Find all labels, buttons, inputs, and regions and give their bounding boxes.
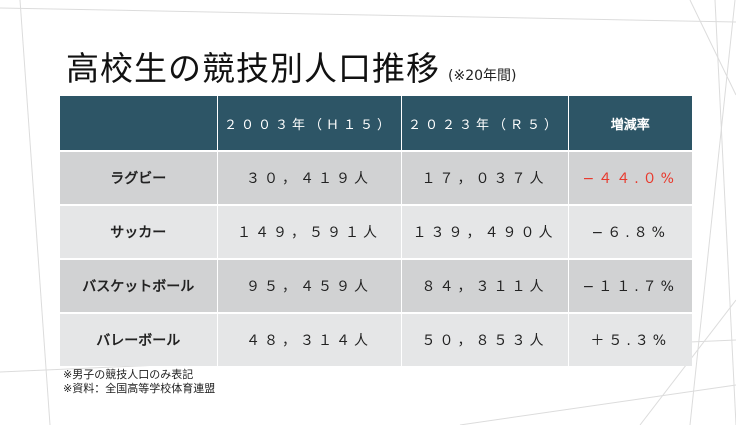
table-row: バレーボール ４８，３１４人 ５０，８５３人 ＋５.３% bbox=[60, 312, 692, 366]
change-rate: −６.８% bbox=[568, 204, 692, 259]
sport-name: サッカー bbox=[60, 204, 218, 259]
count-2003: ９５，４５９人 bbox=[217, 258, 402, 313]
header-2023: ２０２３年（Ｒ５） bbox=[401, 96, 569, 151]
count-2023: １３９，４９０人 bbox=[401, 204, 569, 259]
count-2003: ４８，３１４人 bbox=[217, 312, 402, 366]
change-rate: ＋５.３% bbox=[568, 312, 692, 366]
page-subtitle: (※20年間) bbox=[448, 68, 517, 84]
sport-name: バスケットボール bbox=[60, 258, 218, 313]
count-2003: １４９，５９１人 bbox=[217, 204, 402, 259]
footnote: ※男子の競技人口のみ表記 bbox=[63, 368, 194, 381]
count-2023: １７，０３７人 bbox=[401, 150, 569, 205]
count-2023: ５０，８５３人 bbox=[401, 312, 569, 366]
header-change: 増減率 bbox=[568, 96, 692, 151]
header-sport bbox=[60, 96, 218, 151]
count-2003: ３０，４１９人 bbox=[217, 150, 402, 205]
table-row: サッカー １４９，５９１人 １３９，４９０人 −６.８% bbox=[60, 204, 692, 259]
page-title: 高校生の競技別人口推移 bbox=[66, 49, 440, 88]
sport-name: ラグビー bbox=[60, 150, 218, 205]
table-header-row: ２００３年（Ｈ１５） ２０２３年（Ｒ５） 増減率 bbox=[60, 96, 692, 151]
population-table: ２００３年（Ｈ１５） ２０２３年（Ｒ５） 増減率 ラグビー ３０，４１９人 １７… bbox=[60, 96, 692, 366]
footnote: ※資料：全国高等学校体育連盟 bbox=[63, 382, 216, 395]
header-2003: ２００３年（Ｈ１５） bbox=[217, 96, 402, 151]
table-row: ラグビー ３０，４１９人 １７，０３７人 −４４.０% bbox=[60, 150, 692, 205]
title-block: 高校生の競技別人口推移 (※20年間) bbox=[66, 42, 516, 90]
sport-name: バレーボール bbox=[60, 312, 218, 366]
footnotes: ※男子の競技人口のみ表記 ※資料：全国高等学校体育連盟 bbox=[63, 368, 215, 396]
table-row: バスケットボール ９５，４５９人 ８４，３１１人 −１１.７% bbox=[60, 258, 692, 313]
change-rate: −１１.７% bbox=[568, 258, 692, 313]
count-2023: ８４，３１１人 bbox=[401, 258, 569, 313]
change-rate: −４４.０% bbox=[568, 150, 692, 205]
